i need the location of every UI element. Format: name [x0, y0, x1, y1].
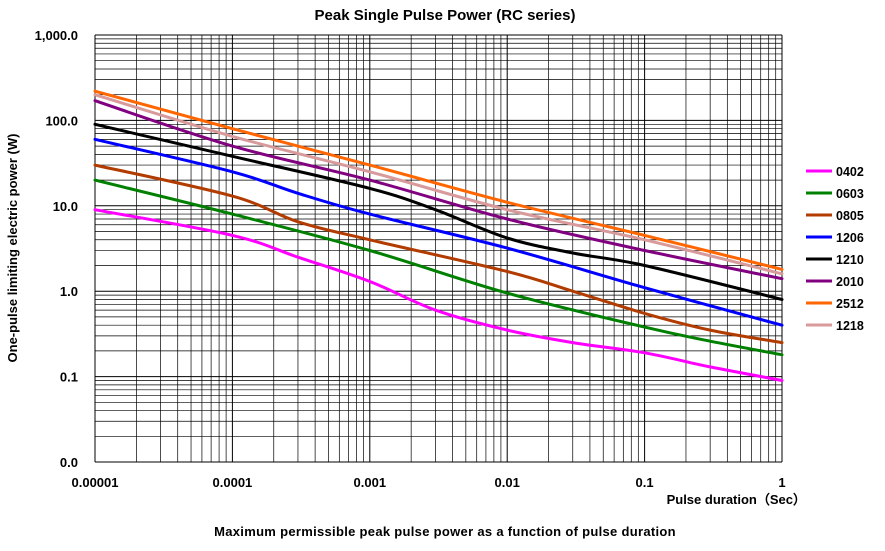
series-line-1206 [93, 137, 784, 327]
chart-caption: Maximum permissible peak pulse power as … [214, 524, 676, 539]
legend-label-0402: 0402 [836, 165, 864, 179]
chart-title: Peak Single Pulse Power (RC series) [315, 7, 576, 24]
series-line-1218 [93, 93, 784, 276]
series-line-2010 [93, 99, 784, 281]
y-tick-label: 100.0 [45, 113, 78, 128]
series-lines [93, 89, 784, 382]
x-tick-label: 0.001 [354, 475, 387, 490]
y-tick-label: 1,000.0 [35, 28, 78, 43]
series-line-0603 [93, 178, 784, 357]
legend-label-0603: 0603 [836, 187, 864, 201]
y-tick-label: 0.1 [60, 370, 78, 385]
legend: 0402 0603 0805 1206 1210 2010 2512 1218 [806, 165, 864, 333]
y-axis-ticks: 0.0 0.1 1.0 10.0 100.0 1,000.0 [35, 28, 78, 470]
y-tick-label: 1.0 [60, 284, 78, 299]
legend-label-2010: 2010 [836, 275, 864, 289]
x-tick-label: 0.0001 [213, 475, 253, 490]
x-axis-ticks: 0.00001 0.0001 0.001 0.01 0.1 1 [72, 475, 786, 490]
x-tick-label: 0.01 [495, 475, 520, 490]
x-tick-label: 1 [778, 475, 785, 490]
x-tick-label: 0.00001 [72, 475, 119, 490]
legend-label-0805: 0805 [836, 209, 864, 223]
y-tick-label: 0.0 [60, 455, 78, 470]
x-axis-label: Pulse duration（Sec） [667, 492, 806, 507]
x-tick-label: 0.1 [636, 475, 654, 490]
series-line-1210 [93, 122, 784, 301]
legend-label-2512: 2512 [836, 297, 864, 311]
legend-label-1210: 1210 [836, 253, 864, 267]
series-line-0402 [93, 208, 784, 382]
y-tick-label: 10.0 [53, 199, 78, 214]
y-axis-label: One-pulse limiting electric power (W) [5, 134, 20, 363]
legend-label-1218: 1218 [836, 319, 864, 333]
legend-label-1206: 1206 [836, 231, 864, 245]
series-line-0805 [93, 163, 784, 345]
series-line-2512 [93, 89, 784, 271]
grid-lines [94, 34, 783, 463]
